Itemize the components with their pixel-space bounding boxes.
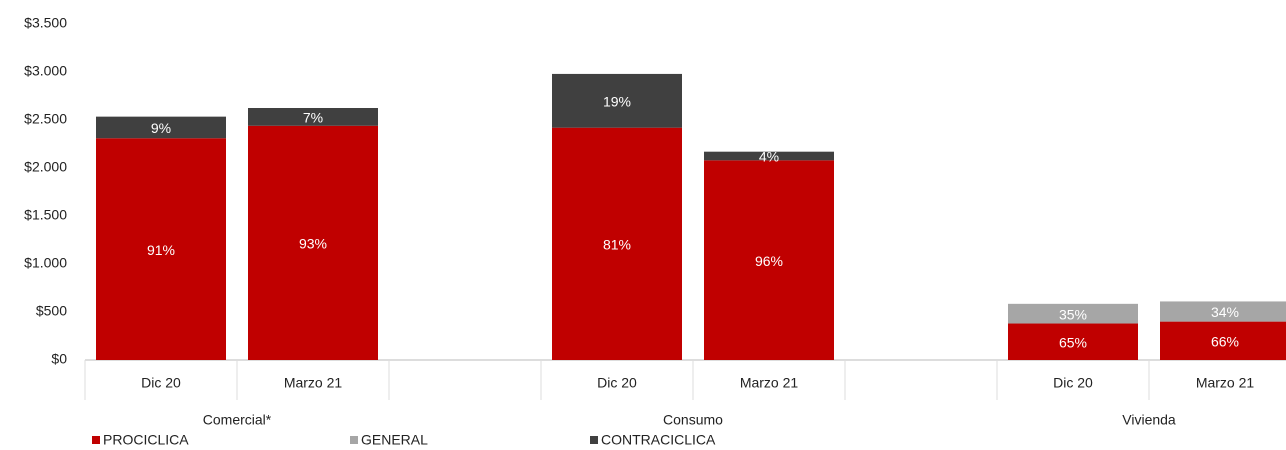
- segment-label: 93%: [299, 236, 327, 252]
- y-tick-label: $3.500: [24, 15, 67, 31]
- y-tick-label: $500: [36, 303, 67, 319]
- segment-label: 81%: [603, 237, 631, 253]
- bar-segment: [704, 160, 834, 360]
- y-tick-label: $1.000: [24, 255, 67, 271]
- group-label: Comercial*: [203, 412, 272, 428]
- legend-swatch: [92, 436, 100, 444]
- segment-label: 19%: [603, 94, 631, 110]
- y-tick-label: $3.000: [24, 63, 67, 79]
- x-tick-label: Dic 20: [141, 375, 181, 391]
- x-tick-label: Marzo 21: [1196, 375, 1255, 391]
- bar-segment: [1160, 301, 1286, 322]
- bar-segment: [704, 151, 834, 161]
- segment-label: 7%: [303, 110, 323, 126]
- y-tick-label: $1.500: [24, 207, 67, 223]
- segment-label: 91%: [147, 242, 175, 258]
- bar-segment: [96, 138, 226, 360]
- y-tick-label: $0: [51, 351, 67, 367]
- x-tick-label: Dic 20: [597, 375, 637, 391]
- segment-label: 65%: [1059, 334, 1087, 350]
- segment-label: 96%: [755, 253, 783, 269]
- legend-label: PROCICLICA: [103, 432, 189, 448]
- segment-label: 4%: [759, 149, 779, 165]
- segment-label: 34%: [1211, 304, 1239, 320]
- bar-segment: [1008, 303, 1138, 324]
- bar-segment: [552, 127, 682, 361]
- bar-segment: [1160, 321, 1286, 360]
- bar-segment: [552, 73, 682, 128]
- group-label: Consumo: [663, 412, 723, 428]
- x-tick-label: Marzo 21: [284, 375, 343, 391]
- legend-label: CONTRACICLICA: [601, 432, 716, 448]
- legend-swatch: [350, 436, 358, 444]
- legend-label: GENERAL: [361, 432, 428, 448]
- y-tick-label: $2.500: [24, 111, 67, 127]
- y-tick-label: $2.000: [24, 159, 67, 175]
- segment-label: 66%: [1211, 334, 1239, 350]
- bar-segment: [248, 125, 378, 360]
- bar-segment: [248, 108, 378, 126]
- x-tick-label: Marzo 21: [740, 375, 799, 391]
- segment-label: 35%: [1059, 306, 1087, 322]
- bar-segment: [1008, 323, 1138, 360]
- segment-label: 9%: [151, 120, 171, 136]
- legend-swatch: [590, 436, 598, 444]
- x-tick-label: Dic 20: [1053, 375, 1093, 391]
- group-label: Vivienda: [1122, 412, 1176, 428]
- bar-segment: [96, 116, 226, 139]
